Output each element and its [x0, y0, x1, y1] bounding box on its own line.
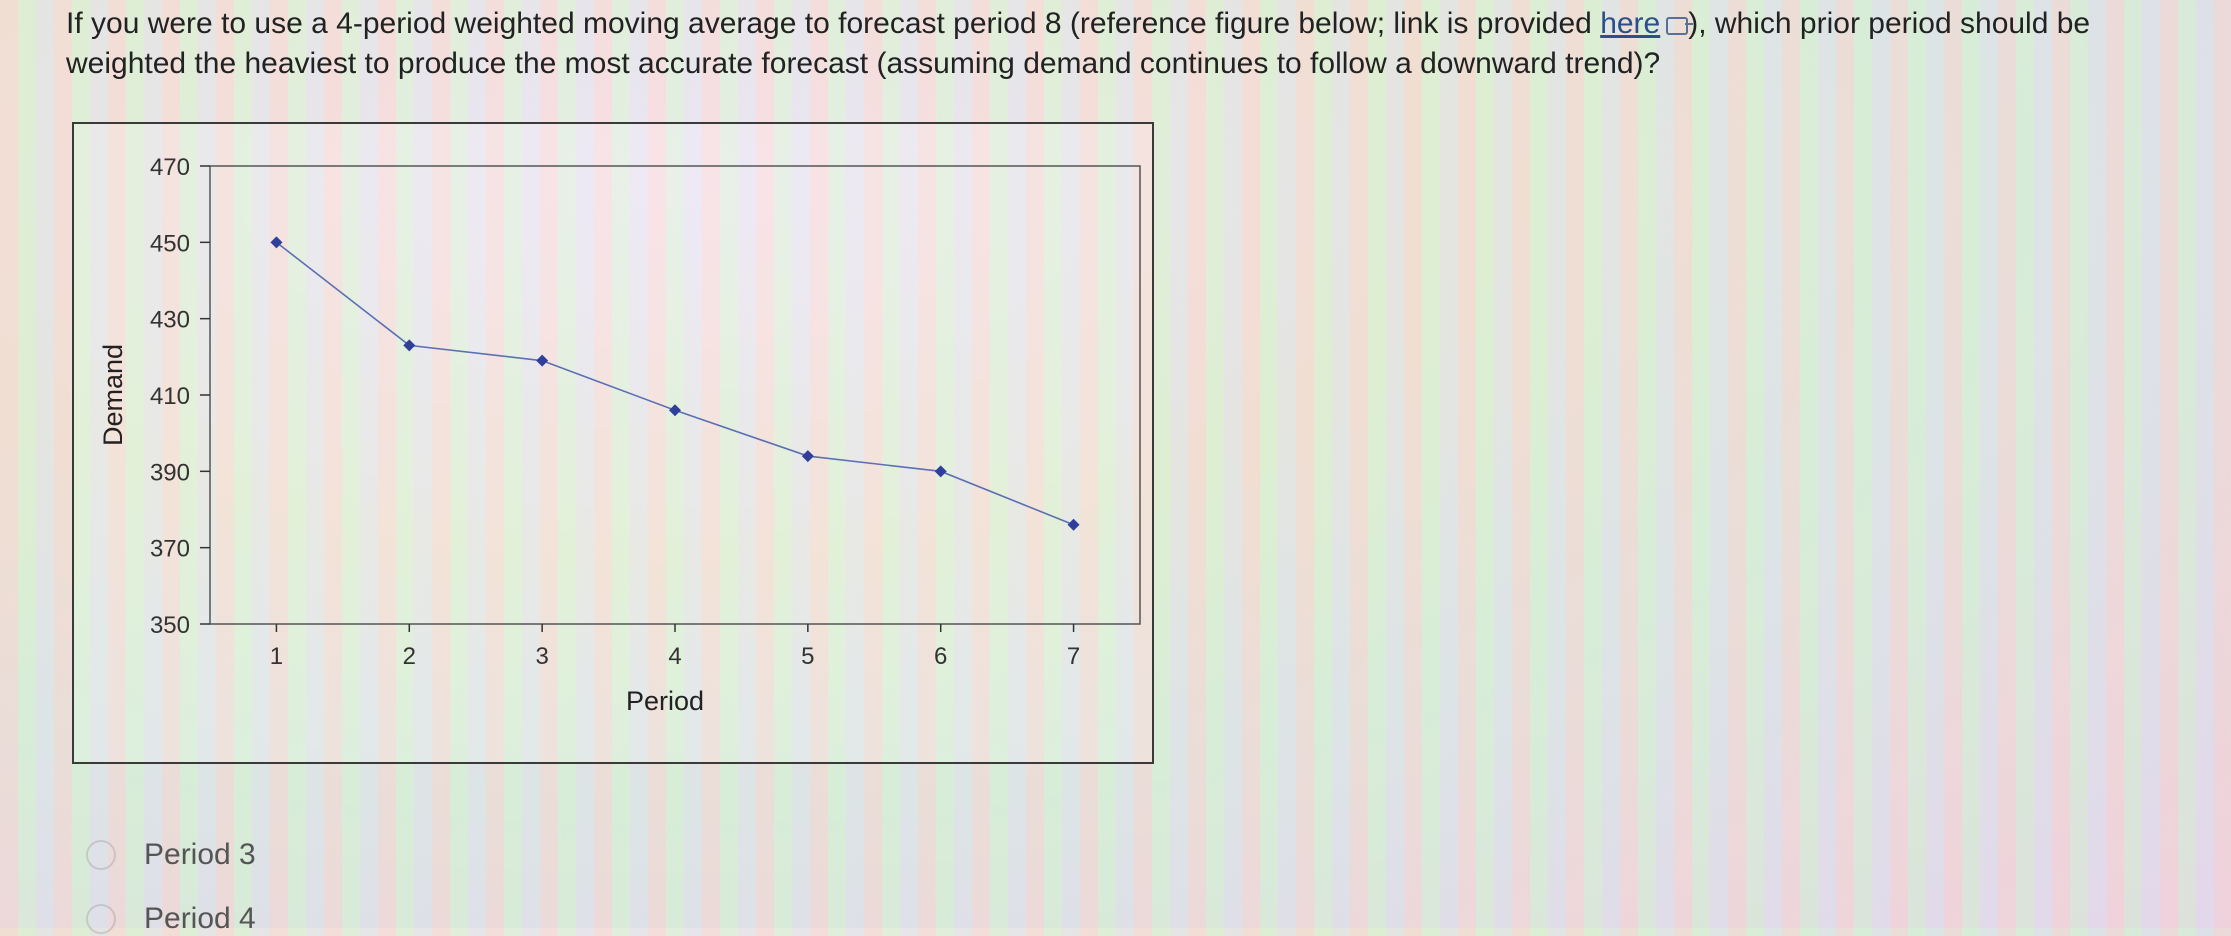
x-axis-label: Period — [626, 686, 704, 716]
data-point — [1067, 518, 1080, 531]
chart-svg: 350 370 390 410 430 450 470 1 2 3 4 5 6 7 Period Demand — [98, 154, 1141, 716]
option-radio[interactable] — [86, 840, 116, 870]
y-axis-label: Demand — [98, 344, 128, 446]
reference-link[interactable]: here — [1600, 7, 1661, 40]
data-point — [270, 236, 283, 249]
plot-area-frame — [209, 165, 1141, 625]
x-tick-label: 1 — [270, 643, 283, 670]
y-tick-label: 350 — [150, 612, 190, 639]
x-tick-label: 6 — [934, 643, 947, 670]
question-text-before: If you were to use a 4-period weighted m… — [66, 7, 1601, 40]
x-tick-label: 7 — [1067, 643, 1080, 670]
x-tick-label: 5 — [801, 643, 814, 670]
y-tick-label: 410 — [150, 383, 190, 410]
option-radio[interactable] — [86, 904, 116, 934]
y-tick-label: 390 — [150, 459, 190, 486]
demand-chart: 350 370 390 410 430 450 470 1 2 3 4 5 6 7 Period Demand — [72, 122, 1154, 764]
data-point — [801, 450, 814, 463]
demand-series-line — [275, 241, 1074, 526]
data-point — [403, 339, 416, 352]
external-link-icon[interactable] — [1666, 17, 1694, 35]
question-text: If you were to use a 4-period weighted m… — [66, 4, 2186, 84]
y-tick-label: 430 — [150, 307, 190, 334]
x-tick-label: 2 — [403, 643, 416, 670]
data-point — [934, 465, 947, 478]
data-point — [536, 354, 549, 367]
x-tick-label: 4 — [668, 643, 681, 670]
x-tick-label: 3 — [535, 643, 548, 670]
option-label: Period 4 — [144, 902, 256, 935]
option-period-3[interactable]: Period 3 — [86, 838, 256, 872]
y-tick-label: 450 — [150, 230, 190, 257]
y-tick-label: 470 — [150, 154, 190, 181]
question-text-after: ), which prior period should be weighted… — [66, 7, 2091, 80]
y-tick-label: 370 — [150, 536, 190, 563]
data-point — [669, 404, 681, 417]
option-label: Period 3 — [144, 838, 256, 871]
option-period-4[interactable]: Period 4 — [86, 902, 256, 936]
